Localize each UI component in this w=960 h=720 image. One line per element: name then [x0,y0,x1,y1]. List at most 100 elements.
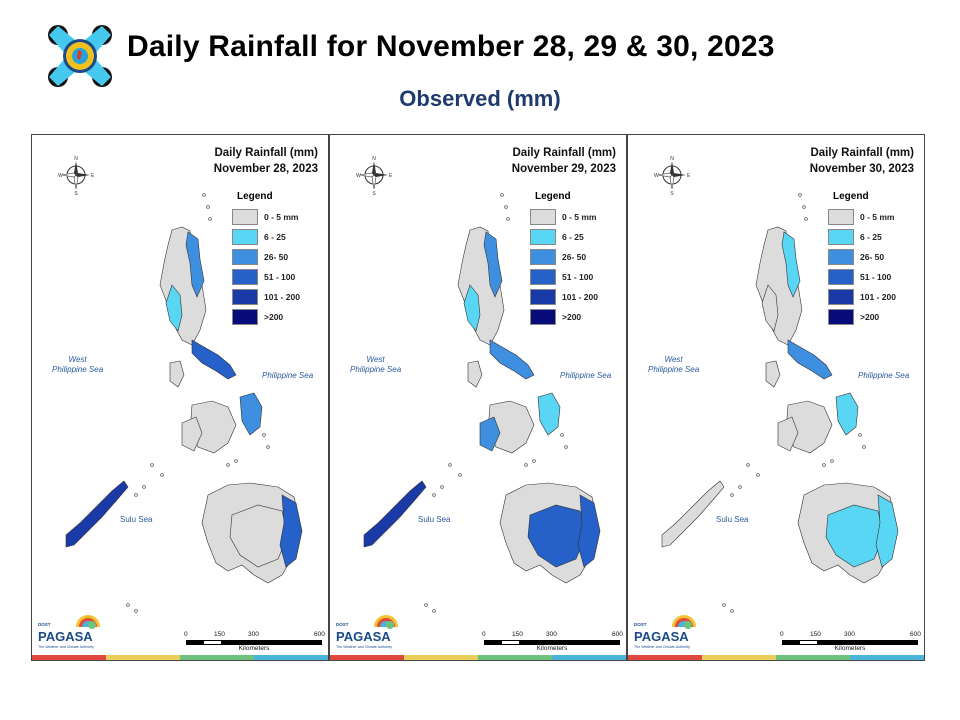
small-island [448,463,452,467]
small-island [134,493,138,497]
small-island [756,473,760,477]
legend-item: 6 - 25 [828,228,923,246]
map-panel-nov-29: N S W E Daily Rainfall (mm) November 29,… [329,134,627,661]
region-w-luzon [761,284,779,332]
legend-swatch [530,289,556,305]
legend-item: 51 - 100 [232,268,327,286]
legend-label: 26- 50 [264,252,289,262]
footer-color-bar [628,655,924,660]
brand-small: DOST [38,622,51,627]
legend-label: 51 - 100 [562,272,594,282]
region-samar [835,392,859,436]
legend-item: 0 - 5 mm [530,208,625,226]
west-philippine-sea-label: West Philippine Sea [648,355,699,375]
sea-label-line1: West [366,355,385,364]
compass-s: S [74,191,78,195]
legend-swatch [828,269,854,285]
compass-rose-icon: N S W E [654,156,691,195]
legend-swatch [530,269,556,285]
scale-tick: 600 [314,631,325,638]
brand-tagline: The Weather and Climate Authority [38,645,94,649]
legend-item: 0 - 5 mm [828,208,923,226]
small-island [532,459,536,463]
legend-swatch [232,269,258,285]
region-ne-luzon [483,231,503,298]
sea-label-line1: West [664,355,683,364]
philippine-sea-label: Philippine Sea [858,371,910,380]
small-island [830,459,834,463]
west-philippine-sea-label: West Philippine Sea [52,355,103,375]
scale-bar: 0 150 300 600 Kilometers [780,631,921,657]
legend-swatch [232,209,258,225]
scale-tick: 150 [512,631,523,638]
legend-swatch [530,229,556,245]
brand-name: PAGASA [634,629,689,644]
west-philippine-sea-label: West Philippine Sea [350,355,401,375]
philippine-sea-label: Philippine Sea [560,371,612,380]
legend-swatch [828,249,854,265]
pagasa-logo [47,24,113,88]
legend-item: 26- 50 [530,248,625,266]
legend-swatch [828,229,854,245]
compass-e: E [91,173,95,179]
legend-swatch [232,309,258,325]
small-island [142,485,146,489]
panel-title-line1: Daily Rainfall (mm) [810,147,914,159]
legend-swatch [530,209,556,225]
scale-bar: 0 150 300 600 Kilometers [184,631,325,657]
region-w-visayas [479,416,501,452]
scale-unit: Kilometers [834,645,866,652]
legend: Legend 0 - 5 mm 6 - 25 26- 50 51 - 100 1… [232,191,327,328]
legend-swatch [828,289,854,305]
sea-label-line1: West [68,355,87,364]
compass-w: W [356,173,361,179]
region-samar [239,392,263,436]
scale-tick: 0 [184,631,188,638]
small-island [266,445,270,449]
region-base-mindoro [765,360,781,388]
small-island [746,463,750,467]
legend-item: 26- 50 [232,248,327,266]
legend-label: 26- 50 [860,252,885,262]
region-base-mindoro [467,360,483,388]
legend-label: 51 - 100 [860,272,892,282]
legend-swatch [828,309,854,325]
region-w-visayas [181,416,203,452]
legend: Legend 0 - 5 mm 6 - 25 26- 50 51 - 100 1… [828,191,923,328]
legend-item: >200 [530,308,625,326]
region-mindanao [229,504,289,568]
small-island [150,463,154,467]
sea-label-line2: Philippine Sea [52,365,104,374]
rainfall-map-nov-28 [65,193,303,613]
legend-label: 26- 50 [562,252,587,262]
legend-item: 101 - 200 [530,288,625,306]
philippine-sea-label: Philippine Sea [262,371,314,380]
legend-label: 0 - 5 mm [264,212,299,222]
region-bicol [191,339,237,380]
small-island [234,459,238,463]
legend-swatch [232,229,258,245]
legend-item: 0 - 5 mm [232,208,327,226]
small-island [208,217,212,221]
map-panel-nov-28: N S W E Daily Rainfall (mm) November 28,… [31,134,329,661]
legend-item: 101 - 200 [232,288,327,306]
legend-title: Legend [535,191,571,202]
pagasa-brand-logo: DOST PAGASA The Weather and Climate Auth… [336,615,398,649]
legend-item: 51 - 100 [530,268,625,286]
page-subtitle: Observed (mm) [399,86,561,111]
scale-tick: 150 [214,631,225,638]
legend-item: 101 - 200 [828,288,923,306]
small-island [458,473,462,477]
compass-e: E [389,173,393,179]
panel-date: November 29, 2023 [511,163,616,175]
legend-swatch [232,249,258,265]
small-island [504,205,508,209]
legend-swatch [232,289,258,305]
small-island [730,609,734,613]
scale-tick: 0 [482,631,486,638]
compass-w: W [654,173,659,179]
small-island [432,493,436,497]
legend-label: 6 - 25 [264,232,286,242]
small-island [822,463,826,467]
rainfall-map-nov-30 [661,193,899,613]
